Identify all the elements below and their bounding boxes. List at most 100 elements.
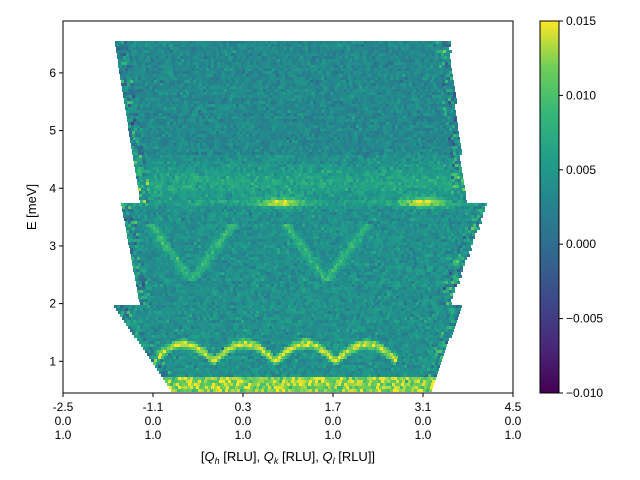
- heatmap-cell: [314, 128, 317, 131]
- heatmap-cell: [328, 65, 331, 68]
- heatmap-cell: [201, 53, 204, 56]
- heatmap-cell: [325, 140, 328, 143]
- heatmap-cell: [175, 137, 178, 140]
- heatmap-cell: [390, 167, 393, 170]
- heatmap-cell: [125, 104, 128, 107]
- heatmap-cell: [328, 173, 331, 176]
- heatmap-cell: [205, 155, 208, 158]
- heatmap-cell: [284, 89, 287, 92]
- heatmap-cell: [304, 44, 307, 47]
- heatmap-cell: [263, 143, 266, 146]
- heatmap-cell: [276, 149, 279, 152]
- heatmap-cell: [450, 74, 453, 77]
- heatmap-cell: [204, 74, 207, 77]
- heatmap-cell: [301, 158, 304, 161]
- heatmap-cell: [350, 50, 353, 53]
- heatmap-cell: [340, 173, 343, 176]
- heatmap-cell: [370, 65, 373, 68]
- heatmap-cell: [171, 149, 174, 152]
- heatmap-cell: [173, 164, 176, 167]
- heatmap-cell: [440, 143, 443, 146]
- heatmap-cell: [440, 107, 443, 110]
- heatmap-cell: [238, 83, 241, 86]
- heatmap-cell: [211, 41, 214, 44]
- heatmap-cell: [251, 89, 254, 92]
- heatmap-cell: [292, 155, 295, 158]
- heatmap-cell: [304, 59, 307, 62]
- heatmap-cell: [295, 137, 298, 140]
- heatmap-cell: [401, 107, 404, 110]
- heatmap-cell: [199, 173, 202, 176]
- heatmap-cell: [448, 119, 451, 122]
- heatmap-cell: [313, 158, 316, 161]
- heatmap-cell: [157, 116, 160, 119]
- heatmap-cell: [253, 41, 256, 44]
- heatmap-cell: [190, 59, 193, 62]
- heatmap-cell: [167, 68, 170, 71]
- heatmap-cell: [301, 41, 304, 44]
- heatmap-cell: [342, 149, 345, 152]
- heatmap-cell: [190, 155, 193, 158]
- heatmap-cell: [235, 62, 238, 65]
- heatmap-cell: [299, 128, 302, 131]
- heatmap-cell: [260, 86, 263, 89]
- heatmap-cell: [136, 62, 139, 65]
- heatmap-cell: [323, 107, 326, 110]
- heatmap-cell: [360, 131, 363, 134]
- heatmap-cell: [352, 158, 355, 161]
- heatmap-cell: [326, 47, 329, 50]
- heatmap-cell: [434, 125, 437, 128]
- heatmap-cell: [273, 149, 276, 152]
- heatmap-cell: [196, 59, 199, 62]
- heatmap-cell: [384, 170, 387, 173]
- heatmap-cell: [459, 149, 462, 152]
- heatmap-cell: [371, 125, 374, 128]
- heatmap-cell: [322, 155, 325, 158]
- heatmap-cell: [250, 59, 253, 62]
- heatmap-cell: [189, 77, 192, 80]
- heatmap-cell: [415, 41, 418, 44]
- heatmap-cell: [403, 44, 406, 47]
- heatmap-cell: [334, 140, 337, 143]
- heatmap-cell: [365, 161, 368, 164]
- heatmap-cell: [292, 116, 295, 119]
- heatmap-cell: [219, 131, 222, 134]
- heatmap-cell: [157, 119, 160, 122]
- heatmap-cell: [432, 110, 435, 113]
- heatmap-cell: [426, 95, 429, 98]
- heatmap-cell: [232, 137, 235, 140]
- heatmap-cell: [309, 167, 312, 170]
- heatmap-cell: [308, 125, 311, 128]
- heatmap-cell: [174, 56, 177, 59]
- heatmap-cell: [391, 119, 394, 122]
- heatmap-cell: [362, 146, 365, 149]
- heatmap-cell: [187, 140, 190, 143]
- heatmap-cell: [451, 173, 454, 176]
- heatmap-cell: [334, 41, 337, 44]
- heatmap-cell: [339, 134, 342, 137]
- heatmap-cell: [209, 47, 212, 50]
- heatmap-cell: [435, 77, 438, 80]
- heatmap-cell: [455, 143, 458, 146]
- heatmap-cell: [283, 119, 286, 122]
- heatmap-cell: [210, 110, 213, 113]
- heatmap-cell: [185, 146, 188, 149]
- heatmap-cell: [332, 68, 335, 71]
- heatmap-cell: [248, 161, 251, 164]
- heatmap-cell: [196, 83, 199, 86]
- heatmap-cell: [340, 80, 343, 83]
- heatmap-cell: [328, 119, 331, 122]
- heatmap-cell: [258, 92, 261, 95]
- heatmap-cell: [246, 53, 249, 56]
- heatmap-cell: [426, 167, 429, 170]
- heatmap-cell: [219, 53, 222, 56]
- heatmap-cell: [232, 155, 235, 158]
- heatmap-cell: [455, 146, 458, 149]
- heatmap-cell: [435, 92, 438, 95]
- heatmap-cell: [372, 95, 375, 98]
- heatmap-cell: [154, 41, 157, 44]
- heatmap-cell: [440, 86, 443, 89]
- heatmap-cell: [311, 47, 314, 50]
- heatmap-cell: [327, 131, 330, 134]
- heatmap-cell: [444, 53, 447, 56]
